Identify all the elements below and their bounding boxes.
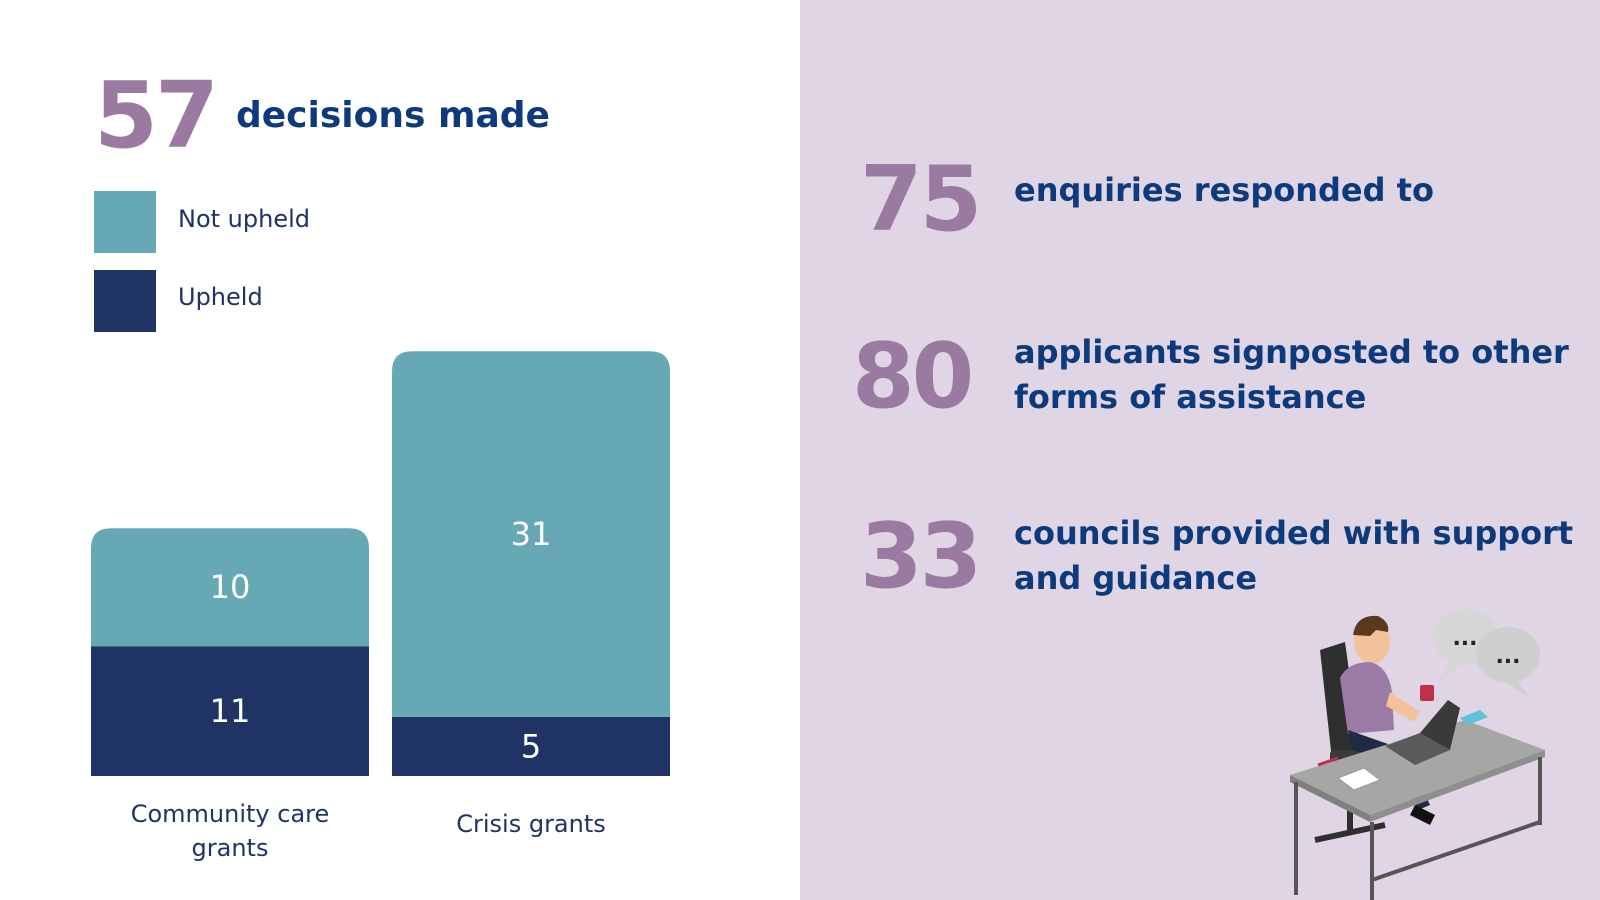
data-label-upheld-crisis-grants: 5 [521,728,541,766]
stat-text-enquiries: enquiries responded to [1014,171,1434,209]
decisions-label: decisions made [236,95,550,136]
speech-bubble-text-2: ... [1495,644,1520,669]
legend-swatch-upheld [94,270,156,332]
bar-not-upheld-community-care-grants [91,528,369,647]
person-at-desk-laptop-illustration: ... ... [1290,609,1545,900]
stacked-bar-chart: 11 10 Community care grants 5 31 Crisis grants [91,351,670,862]
stat-text-signposted: applicants signposted to other forms of … [1014,333,1569,416]
legend-label-upheld: Upheld [178,283,263,311]
bar-upheld-community-care-grants [91,646,369,776]
x-tick-label-crisis-grants: Crisis grants [456,810,606,838]
speech-bubble-text-1: ... [1452,626,1477,651]
bar-upheld-crisis-grants [392,717,670,776]
data-label-not-upheld-community-care-grants: 10 [210,568,251,606]
data-label-not-upheld-crisis-grants: 31 [511,515,552,553]
mug-icon [1420,685,1434,701]
legend-swatch-not-upheld [94,191,156,253]
stat-text-councils: councils provided with support and guida… [1014,514,1574,597]
laptop-icon [1385,733,1450,765]
legend-label-not-upheld: Not upheld [178,205,310,233]
x-tick-label-community-care-grants: Community care grants [131,800,330,862]
stat-number-enquiries: 75 [860,147,982,252]
phone-icon [1460,710,1488,725]
stat-number-councils: 33 [860,504,982,609]
stat-number-signposted: 80 [852,324,974,429]
speech-bubble-icon: ... [1476,627,1540,698]
notepad-icon [1336,767,1382,791]
decisions-count: 57 [94,62,219,169]
bar-not-upheld-crisis-grants [392,351,670,717]
data-label-upheld-community-care-grants: 11 [210,692,251,730]
